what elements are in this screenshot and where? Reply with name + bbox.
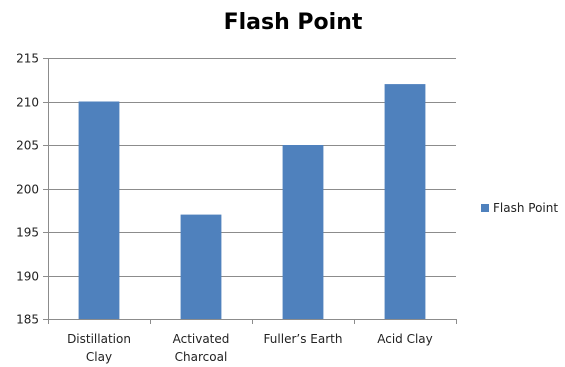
bar-1 bbox=[180, 214, 222, 319]
bar-3 bbox=[384, 84, 426, 319]
legend: Flash Point bbox=[481, 201, 558, 215]
y-tick-label: 195 bbox=[16, 226, 39, 240]
bar-0 bbox=[78, 101, 120, 319]
y-tick-label: 200 bbox=[16, 183, 39, 197]
y-tick-label: 205 bbox=[16, 139, 39, 153]
y-tick-label: 210 bbox=[16, 96, 39, 110]
y-tick-label: 190 bbox=[16, 270, 39, 284]
legend-label: Flash Point bbox=[493, 201, 558, 215]
x-tick-label: Fuller’s Earth bbox=[264, 332, 343, 346]
x-tick-label-line: Clay bbox=[86, 350, 112, 364]
x-tick-label: Acid Clay bbox=[377, 332, 433, 346]
x-axis: Distillation Clay Activated Charcoal Fuller’… bbox=[48, 319, 457, 364]
x-tick-label-line: Fuller’s Earth bbox=[264, 332, 343, 346]
chart-title: Flash Point bbox=[224, 10, 363, 35]
y-tick-label: 215 bbox=[16, 52, 39, 66]
bars bbox=[78, 84, 426, 319]
x-tick-label-line: Distillation bbox=[67, 332, 131, 346]
x-tick-label-line: Activated bbox=[173, 332, 230, 346]
x-tick-label-line: Charcoal bbox=[175, 350, 228, 364]
bar-2 bbox=[282, 145, 324, 319]
y-axis: 185 190 195 200 205 210 215 bbox=[16, 52, 49, 327]
x-tick-label-line: Acid Clay bbox=[377, 332, 433, 346]
x-tick-label: Activated Charcoal bbox=[173, 332, 230, 364]
x-tick-label: Distillation Clay bbox=[67, 332, 131, 364]
y-tick-label: 185 bbox=[16, 313, 39, 327]
legend-swatch bbox=[481, 204, 489, 212]
